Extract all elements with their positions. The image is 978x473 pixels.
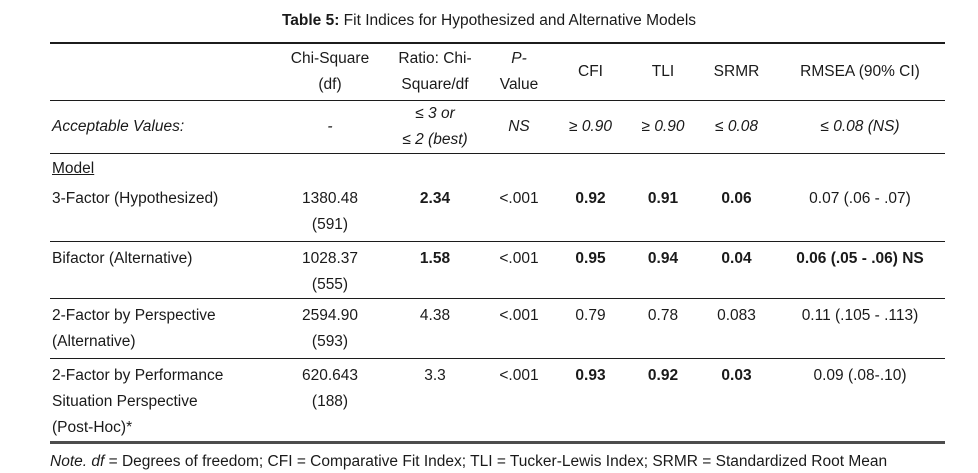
rmsea-value: 0.11 (.105 - .113) xyxy=(801,307,919,324)
header-ratio: Ratio: Chi- Square/df xyxy=(398,49,472,93)
table-title-number: Table 5: xyxy=(281,12,340,29)
model-name: Bifactor (Alternative) xyxy=(52,250,193,267)
cfi-value: 0.92 xyxy=(575,189,606,207)
acceptable-chi-square: - xyxy=(327,117,333,135)
srmr-value: 0.06 xyxy=(721,189,752,207)
tli-value: 0.78 xyxy=(647,307,679,324)
header-cfi: CFI xyxy=(578,62,603,80)
p-value: <.001 xyxy=(499,189,539,207)
table-row: Bifactor (Alternative) 1028.37 (555) 1.5… xyxy=(50,242,945,299)
chi-square-value: 620.643 (188) xyxy=(301,367,359,410)
table-title: Table 5: Fit Indices for Hypothesized an… xyxy=(0,9,978,33)
header-p-value: P- Value xyxy=(485,43,553,100)
model-section-row: Model xyxy=(50,153,945,182)
rmsea-value: 0.07 (.06 - .07) xyxy=(809,189,911,207)
model-name: 2-Factor by Perspective (Alternative) xyxy=(52,307,216,350)
footnote-note-label: Note. df xyxy=(50,453,105,470)
srmr-value: 0.083 xyxy=(717,307,756,324)
acceptable-ratio: ≤ 3 or ≤ 2 (best) xyxy=(402,104,468,148)
fit-indices-table: Chi-Square (df) Ratio: Chi- Square/df P-… xyxy=(50,42,945,444)
p-value: <.001 xyxy=(499,367,539,384)
table-title-text: Fit Indices for Hypothesized and Alterna… xyxy=(339,12,697,29)
acceptable-rmsea: ≤ 0.08 (NS) xyxy=(820,117,900,135)
footnote-text: = Degrees of freedom; CFI = Comparative … xyxy=(104,453,888,470)
tli-value: 0.92 xyxy=(647,367,679,384)
chi-square-value: 1028.37 (555) xyxy=(301,250,359,293)
acceptable-srmr: ≤ 0.08 xyxy=(715,117,758,135)
table-row: 2-Factor by Performance Situation Perspe… xyxy=(50,359,945,443)
tli-value: 0.94 xyxy=(647,250,679,267)
model-name: 2-Factor by Performance Situation Perspe… xyxy=(52,367,224,436)
table-footnote: Note. df = Degrees of freedom; CFI = Com… xyxy=(50,451,978,473)
cfi-value: 0.95 xyxy=(575,250,606,267)
chi-square-value: 1380.48 (591) xyxy=(301,189,359,233)
table-header-row: Chi-Square (df) Ratio: Chi- Square/df P-… xyxy=(50,43,945,100)
tli-value: 0.91 xyxy=(647,189,679,207)
rmsea-value: 0.06 (.05 - .06) NS xyxy=(796,250,924,267)
header-p-value-line1: P- xyxy=(511,49,527,67)
acceptable-values-row: Acceptable Values: - ≤ 3 or ≤ 2 (best) N… xyxy=(50,100,945,153)
model-section-label-cell: Model xyxy=(50,153,275,182)
acceptable-label: Acceptable Values: xyxy=(52,117,185,135)
rmsea-value: 0.09 (.08-.10) xyxy=(813,367,907,384)
header-chi-square: Chi-Square (df) xyxy=(290,49,370,93)
ratio-value: 4.38 xyxy=(419,307,451,324)
model-section-label: Model xyxy=(52,159,95,177)
cfi-value: 0.79 xyxy=(575,307,606,324)
header-srmr: SRMR xyxy=(713,62,760,80)
acceptable-tli: ≥ 0.90 xyxy=(641,117,685,135)
cfi-value: 0.93 xyxy=(575,367,606,384)
header-rmsea: RMSEA (90% CI) xyxy=(800,62,920,80)
acceptable-cfi: ≥ 0.90 xyxy=(569,117,612,135)
p-value: <.001 xyxy=(499,250,539,267)
srmr-value: 0.03 xyxy=(721,367,752,384)
ratio-value: 3.3 xyxy=(424,367,446,384)
chi-square-value: 2594.90 (593) xyxy=(301,307,359,350)
p-value: <.001 xyxy=(499,307,539,324)
header-p-value-line2: Value xyxy=(499,75,539,93)
ratio-value: 2.34 xyxy=(419,189,451,207)
acceptable-p-value: NS xyxy=(508,117,530,135)
table-row: 3-Factor (Hypothesized) 1380.48 (591) 2.… xyxy=(50,182,945,242)
ratio-value: 1.58 xyxy=(419,250,451,267)
srmr-value: 0.04 xyxy=(721,250,752,267)
table-row: 2-Factor by Perspective (Alternative) 25… xyxy=(50,299,945,359)
header-empty xyxy=(50,43,275,100)
header-tli: TLI xyxy=(651,62,675,80)
model-name: 3-Factor (Hypothesized) xyxy=(52,189,219,207)
